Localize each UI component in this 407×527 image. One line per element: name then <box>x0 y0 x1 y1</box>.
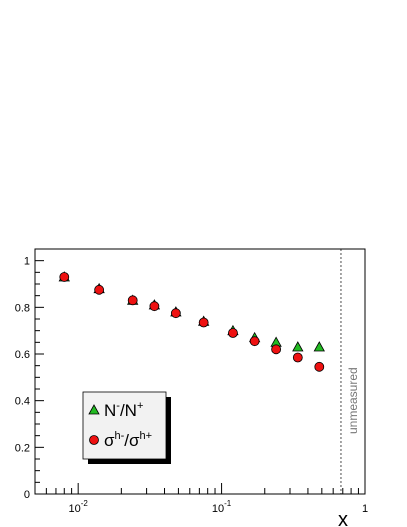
sigma-ratio-point <box>228 328 238 338</box>
x-tick-label: 10-1 <box>212 499 232 515</box>
sigma-ratio-point <box>292 352 303 363</box>
sigma-ratio-point <box>314 361 325 372</box>
legend-label: N-/N+ <box>104 400 143 420</box>
n-ratio-point <box>313 341 325 352</box>
sigma-ratio-point <box>59 272 70 282</box>
y-tick-label: 0.4 <box>15 396 30 408</box>
sigma-ratio-point <box>94 284 105 295</box>
sigma-ratio-point <box>271 344 282 355</box>
legend-circle-marker <box>89 435 99 445</box>
x-tick-label: 10-2 <box>68 499 88 515</box>
data-points-layer <box>58 271 325 372</box>
plot-frame <box>34 248 366 495</box>
sigma-ratio-point <box>149 301 160 312</box>
x-axis-label: x <box>338 509 348 527</box>
legend-label: σh-/σh+ <box>104 430 152 450</box>
n-ratio-point <box>292 341 304 352</box>
legend-triangle-marker <box>88 404 100 415</box>
sigma-ratio-point <box>249 336 260 347</box>
sigma-ratio-point <box>127 295 138 306</box>
legend-box <box>82 391 167 460</box>
sigma-ratio-point <box>170 308 181 319</box>
ticks-layer: 0 0.2 0.4 0.6 0.8 1 10-2 10-1 1 <box>15 256 368 515</box>
legend: N-/N+ σh-/σh+ <box>82 391 171 464</box>
y-tick-label: 0.2 <box>15 442 30 454</box>
y-tick-label: 0.8 <box>15 302 30 314</box>
unmeasured-label: unmeasured <box>346 367 360 434</box>
annotation-layer: unmeasured <box>340 249 360 494</box>
y-tick-label: 0 <box>24 489 30 501</box>
y-tick-label: 1 <box>24 256 30 268</box>
y-tick-label: 0.6 <box>15 349 30 361</box>
x-tick-label: 1 <box>362 503 368 515</box>
sigma-ratio-point <box>198 317 209 328</box>
